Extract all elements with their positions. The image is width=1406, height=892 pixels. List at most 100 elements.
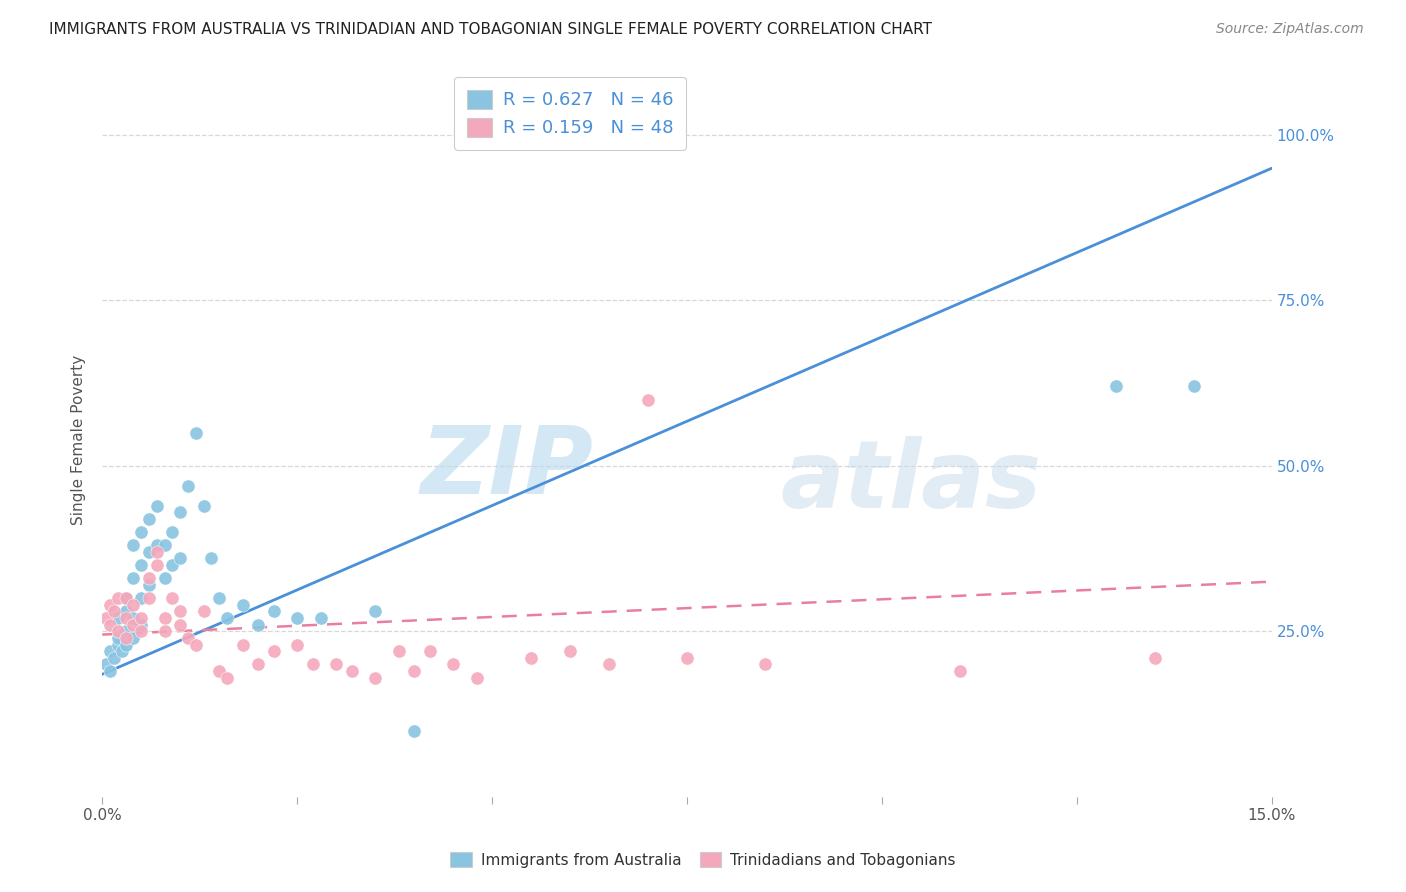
Point bbox=[129, 617, 152, 632]
Point bbox=[364, 604, 387, 618]
Point bbox=[169, 604, 191, 618]
Point bbox=[162, 591, 184, 606]
Point bbox=[169, 617, 191, 632]
Point bbox=[285, 611, 308, 625]
Point bbox=[129, 611, 152, 625]
Text: ZIP: ZIP bbox=[420, 422, 593, 514]
Point bbox=[184, 638, 207, 652]
Point bbox=[107, 624, 129, 639]
Point bbox=[122, 571, 145, 585]
Point bbox=[114, 631, 136, 645]
Point bbox=[153, 611, 176, 625]
Legend: R = 0.627   N = 46, R = 0.159   N = 48: R = 0.627 N = 46, R = 0.159 N = 48 bbox=[454, 77, 686, 150]
Point bbox=[215, 611, 238, 625]
Point bbox=[107, 591, 129, 606]
Point bbox=[325, 657, 347, 672]
Point bbox=[122, 611, 145, 625]
Point bbox=[169, 551, 191, 566]
Point bbox=[520, 650, 543, 665]
Point bbox=[162, 558, 184, 573]
Point bbox=[138, 545, 160, 559]
Point bbox=[98, 664, 121, 678]
Point bbox=[129, 524, 152, 539]
Point bbox=[404, 723, 426, 738]
Point bbox=[122, 538, 145, 552]
Point bbox=[122, 617, 145, 632]
Point bbox=[146, 499, 169, 513]
Point bbox=[309, 611, 332, 625]
Point bbox=[387, 644, 409, 658]
Point bbox=[1105, 379, 1128, 393]
Point bbox=[138, 578, 160, 592]
Point bbox=[111, 644, 134, 658]
Point bbox=[558, 644, 581, 658]
Point bbox=[107, 611, 129, 625]
Text: atlas: atlas bbox=[780, 436, 1042, 528]
Point bbox=[1143, 650, 1166, 665]
Point bbox=[146, 545, 169, 559]
Point bbox=[263, 604, 285, 618]
Point bbox=[114, 611, 136, 625]
Point bbox=[404, 664, 426, 678]
Point bbox=[138, 512, 160, 526]
Point bbox=[153, 624, 176, 639]
Point bbox=[162, 524, 184, 539]
Point bbox=[285, 638, 308, 652]
Point bbox=[193, 499, 215, 513]
Point bbox=[98, 617, 121, 632]
Point bbox=[103, 650, 125, 665]
Point bbox=[107, 638, 129, 652]
Point bbox=[94, 611, 117, 625]
Point bbox=[114, 604, 136, 618]
Text: IMMIGRANTS FROM AUSTRALIA VS TRINIDADIAN AND TOBAGONIAN SINGLE FEMALE POVERTY CO: IMMIGRANTS FROM AUSTRALIA VS TRINIDADIAN… bbox=[49, 22, 932, 37]
Point bbox=[98, 644, 121, 658]
Point bbox=[465, 671, 488, 685]
Point bbox=[754, 657, 776, 672]
Y-axis label: Single Female Poverty: Single Female Poverty bbox=[72, 354, 86, 524]
Text: Source: ZipAtlas.com: Source: ZipAtlas.com bbox=[1216, 22, 1364, 37]
Point bbox=[441, 657, 464, 672]
Point bbox=[103, 604, 125, 618]
Point bbox=[232, 598, 254, 612]
Point bbox=[340, 664, 363, 678]
Point bbox=[419, 644, 441, 658]
Point bbox=[208, 591, 231, 606]
Point bbox=[98, 598, 121, 612]
Point bbox=[301, 657, 323, 672]
Point bbox=[129, 624, 152, 639]
Point bbox=[94, 657, 117, 672]
Point bbox=[146, 558, 169, 573]
Legend: Immigrants from Australia, Trinidadians and Tobagonians: Immigrants from Australia, Trinidadians … bbox=[444, 846, 962, 873]
Point bbox=[949, 664, 972, 678]
Point bbox=[598, 657, 620, 672]
Point bbox=[364, 671, 387, 685]
Point bbox=[107, 631, 129, 645]
Point bbox=[637, 392, 659, 407]
Point bbox=[676, 650, 699, 665]
Point bbox=[138, 571, 160, 585]
Point bbox=[129, 591, 152, 606]
Point bbox=[208, 664, 231, 678]
Point bbox=[263, 644, 285, 658]
Point bbox=[184, 425, 207, 440]
Point bbox=[232, 638, 254, 652]
Point bbox=[114, 591, 136, 606]
Point bbox=[146, 538, 169, 552]
Point bbox=[1182, 379, 1205, 393]
Point bbox=[122, 631, 145, 645]
Point bbox=[114, 638, 136, 652]
Point bbox=[247, 657, 270, 672]
Point bbox=[200, 551, 222, 566]
Point bbox=[247, 617, 270, 632]
Point bbox=[129, 558, 152, 573]
Point bbox=[122, 598, 145, 612]
Point bbox=[193, 604, 215, 618]
Point bbox=[138, 591, 160, 606]
Point bbox=[177, 631, 200, 645]
Point bbox=[215, 671, 238, 685]
Point bbox=[114, 591, 136, 606]
Point bbox=[153, 538, 176, 552]
Point bbox=[169, 505, 191, 519]
Point bbox=[177, 479, 200, 493]
Point bbox=[114, 624, 136, 639]
